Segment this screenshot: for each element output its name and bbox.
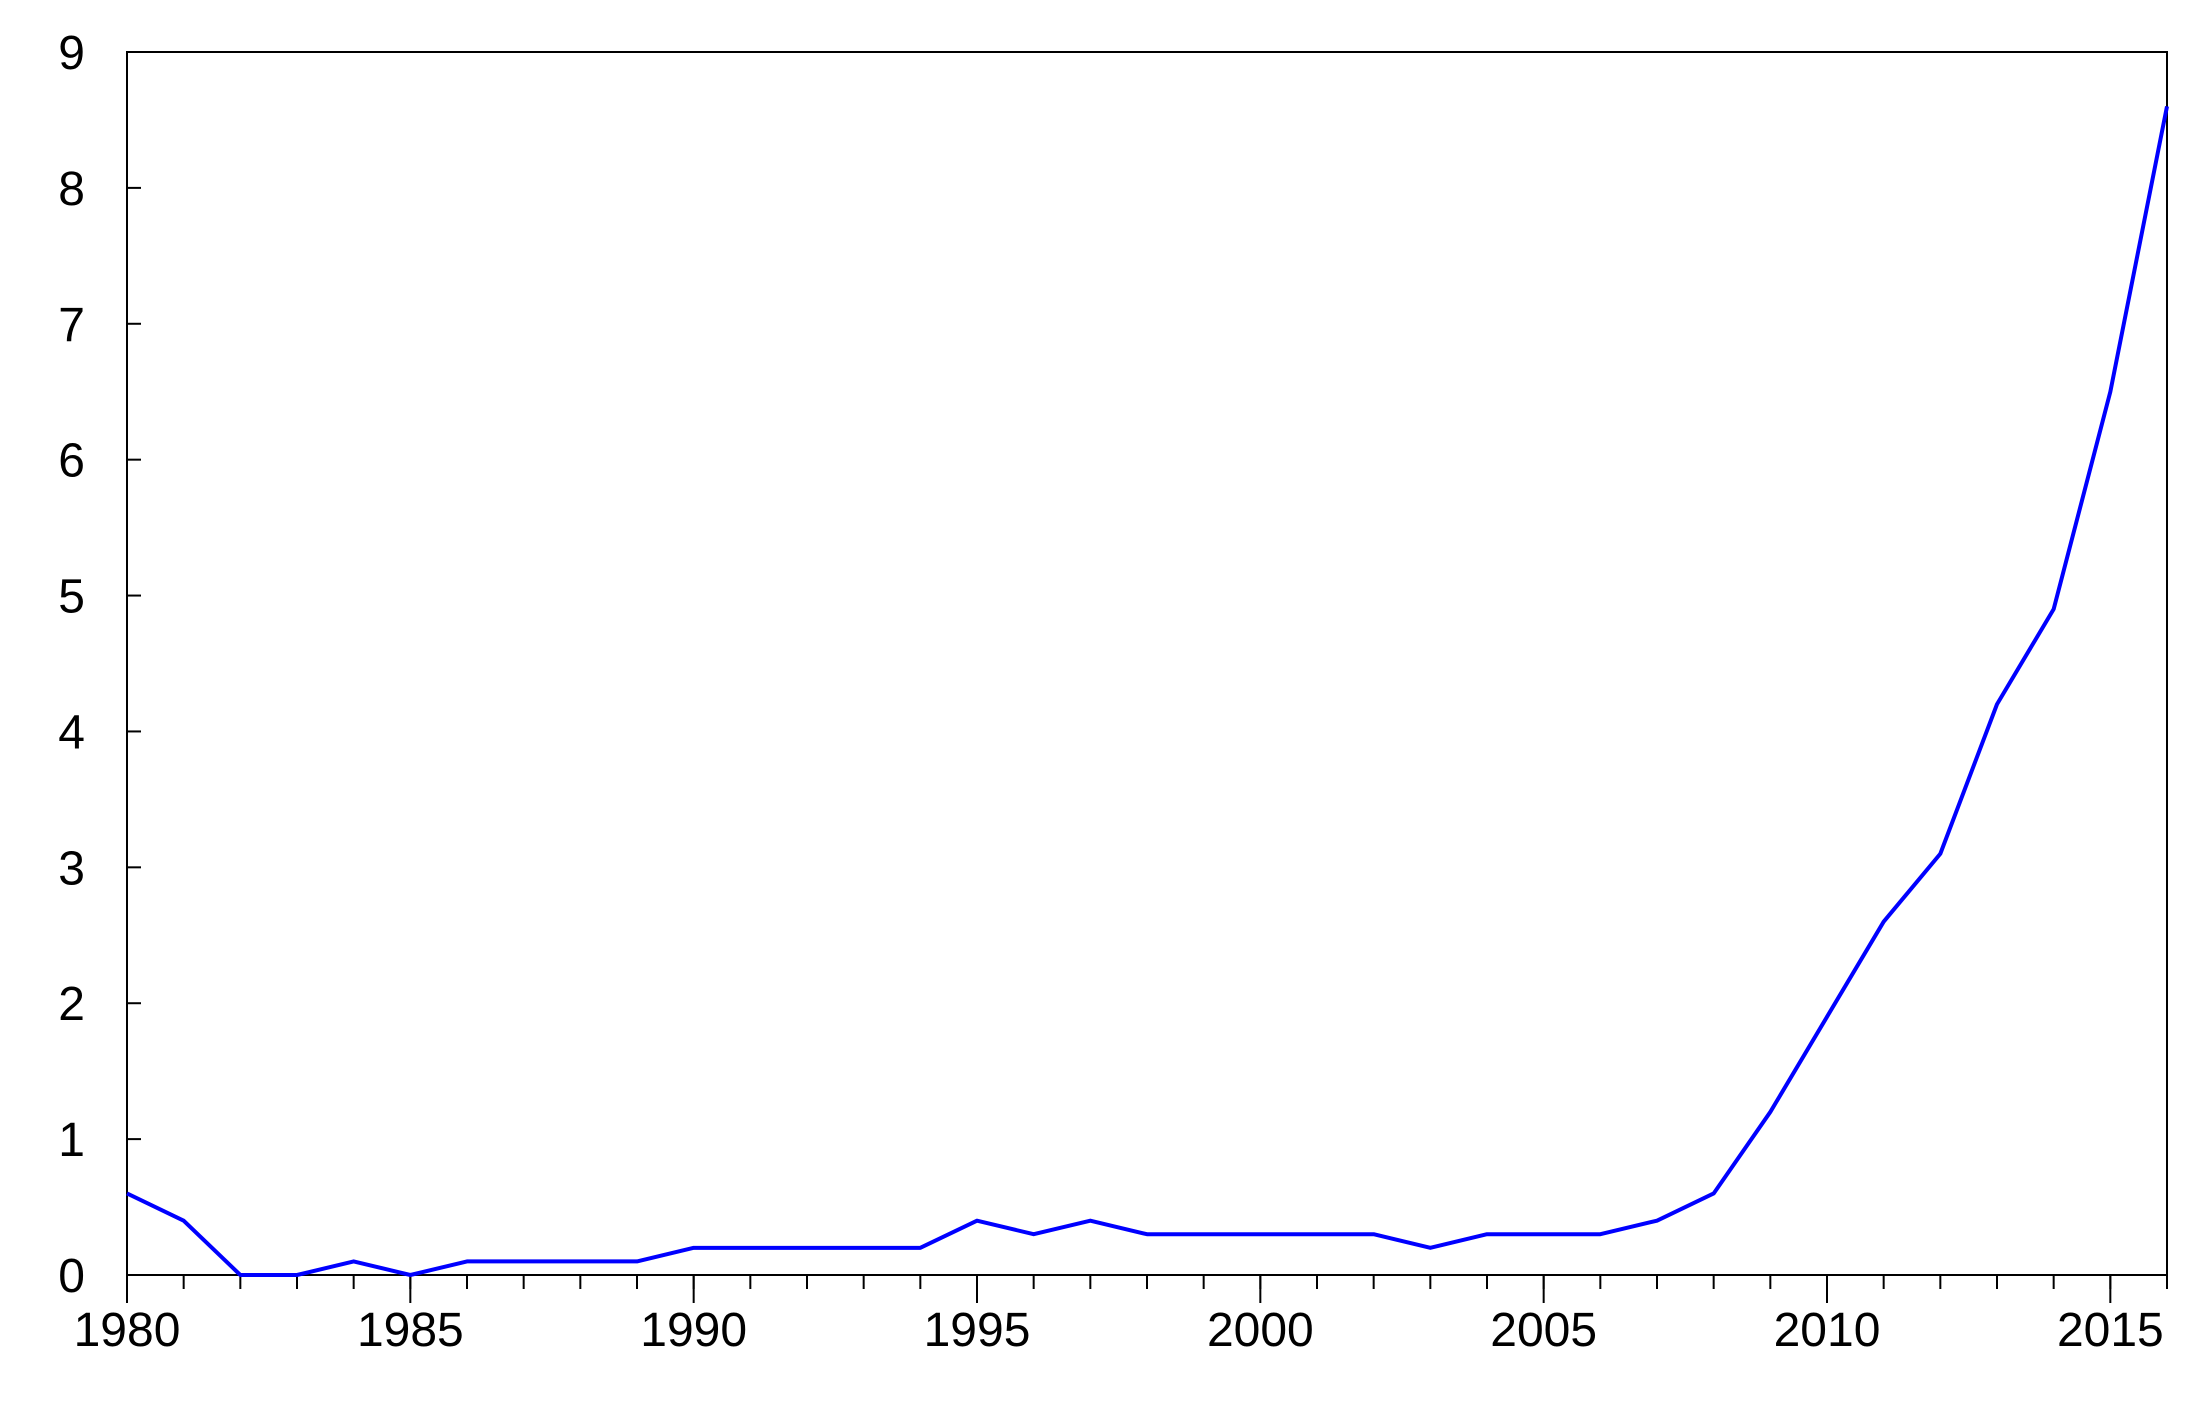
x-tick-label: 2000: [1207, 1304, 1314, 1357]
y-tick-label: 0: [58, 1250, 85, 1303]
data-line: [126, 105, 2169, 1277]
x-tick-label: 2005: [1490, 1304, 1597, 1357]
x-tick-label: 2015: [2057, 1304, 2164, 1357]
y-tick-label: 4: [58, 706, 85, 759]
y-tick-label: 6: [58, 435, 85, 488]
y-tick-label: 8: [58, 163, 85, 216]
x-tick-label: 2010: [1774, 1304, 1881, 1357]
y-tick-label: 3: [58, 842, 85, 895]
x-tick-label: 1980: [74, 1304, 181, 1357]
x-tick-label: 1995: [924, 1304, 1031, 1357]
y-tick-label: 2: [58, 978, 85, 1031]
y-tick-label: 7: [58, 299, 85, 352]
y-tick-label: 9: [58, 27, 85, 80]
x-tick-label: 1990: [640, 1304, 747, 1357]
x-tick-label: 1985: [357, 1304, 464, 1357]
y-tick-label: 5: [58, 571, 85, 624]
y-tick-label: 1: [58, 1114, 85, 1167]
plot-frame: [126, 51, 2168, 1276]
